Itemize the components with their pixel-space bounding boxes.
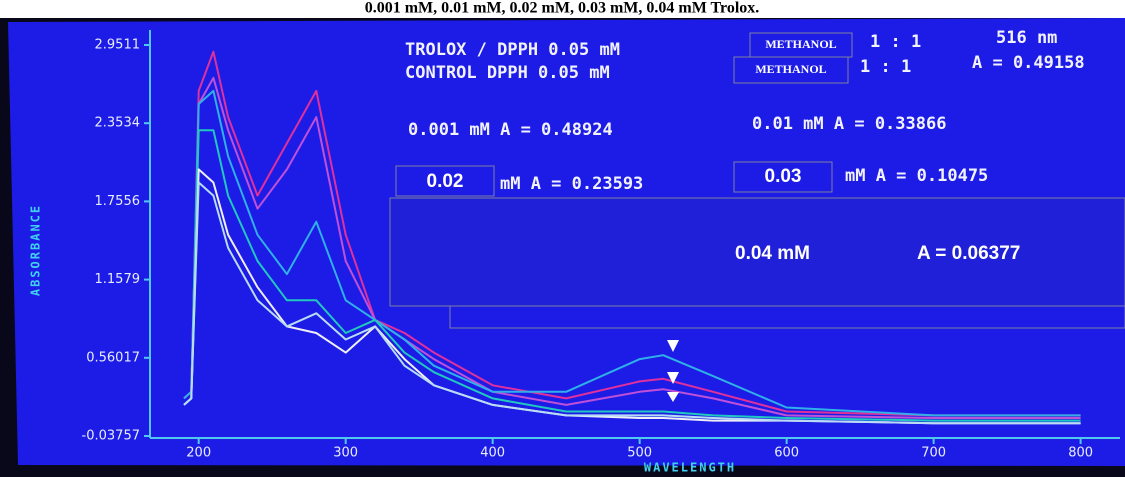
x-tick-label: 700 [921, 446, 946, 461]
y-tick-label: 1.1579 [95, 272, 141, 287]
annotation: 516 nm [996, 28, 1057, 48]
x-tick-label: 300 [333, 446, 358, 461]
y-tick-label: 0.56017 [86, 350, 140, 365]
annotation: METHANOL [755, 62, 826, 76]
annotation: A = 0.49158 [972, 53, 1085, 73]
x-tick-label: 500 [627, 446, 652, 461]
y-tick-label: 1.7556 [95, 194, 141, 209]
x-axis-label: WAVELENGTH [644, 461, 736, 475]
y-tick-label: 2.9511 [95, 38, 141, 53]
y-axis-label: ABSORBANCE [29, 204, 43, 296]
chart: 0.001 mM, 0.01 mM, 0.02 mM, 0.03 mM, 0.0… [0, 0, 1125, 477]
x-tick-label: 800 [1068, 446, 1093, 461]
y-tick-label: 2.3534 [95, 116, 141, 131]
annotation: CONTROL DPPH 0.05 mM [405, 63, 610, 83]
annotation: 0.03 [765, 166, 802, 187]
annotation: A = 0.06377 [917, 243, 1020, 264]
annotation: 0.04 mM [735, 243, 810, 264]
annotation: mM A = 0.10475 [845, 166, 988, 186]
x-tick-label: 200 [186, 446, 211, 461]
x-tick-label: 600 [774, 446, 799, 461]
annotation: 0.001 mM A = 0.48924 [408, 120, 613, 140]
annotation: 1 : 1 [860, 57, 911, 77]
annotation: TROLOX / DPPH 0.05 mM [405, 40, 620, 60]
page: {"chart_data": { "type": "line", "title"… [0, 0, 1125, 477]
annotation: 1 : 1 [870, 32, 921, 52]
annotation: 0.01 mM A = 0.33866 [752, 114, 946, 134]
chart-title: 0.001 mM, 0.01 mM, 0.02 mM, 0.03 mM, 0.0… [365, 0, 760, 17]
annotation: mM A = 0.23593 [500, 174, 643, 194]
annotation: METHANOL [765, 37, 836, 51]
annotation: 0.02 [427, 171, 464, 192]
y-tick-label: -0.03757 [82, 429, 140, 444]
x-tick-label: 400 [480, 446, 505, 461]
